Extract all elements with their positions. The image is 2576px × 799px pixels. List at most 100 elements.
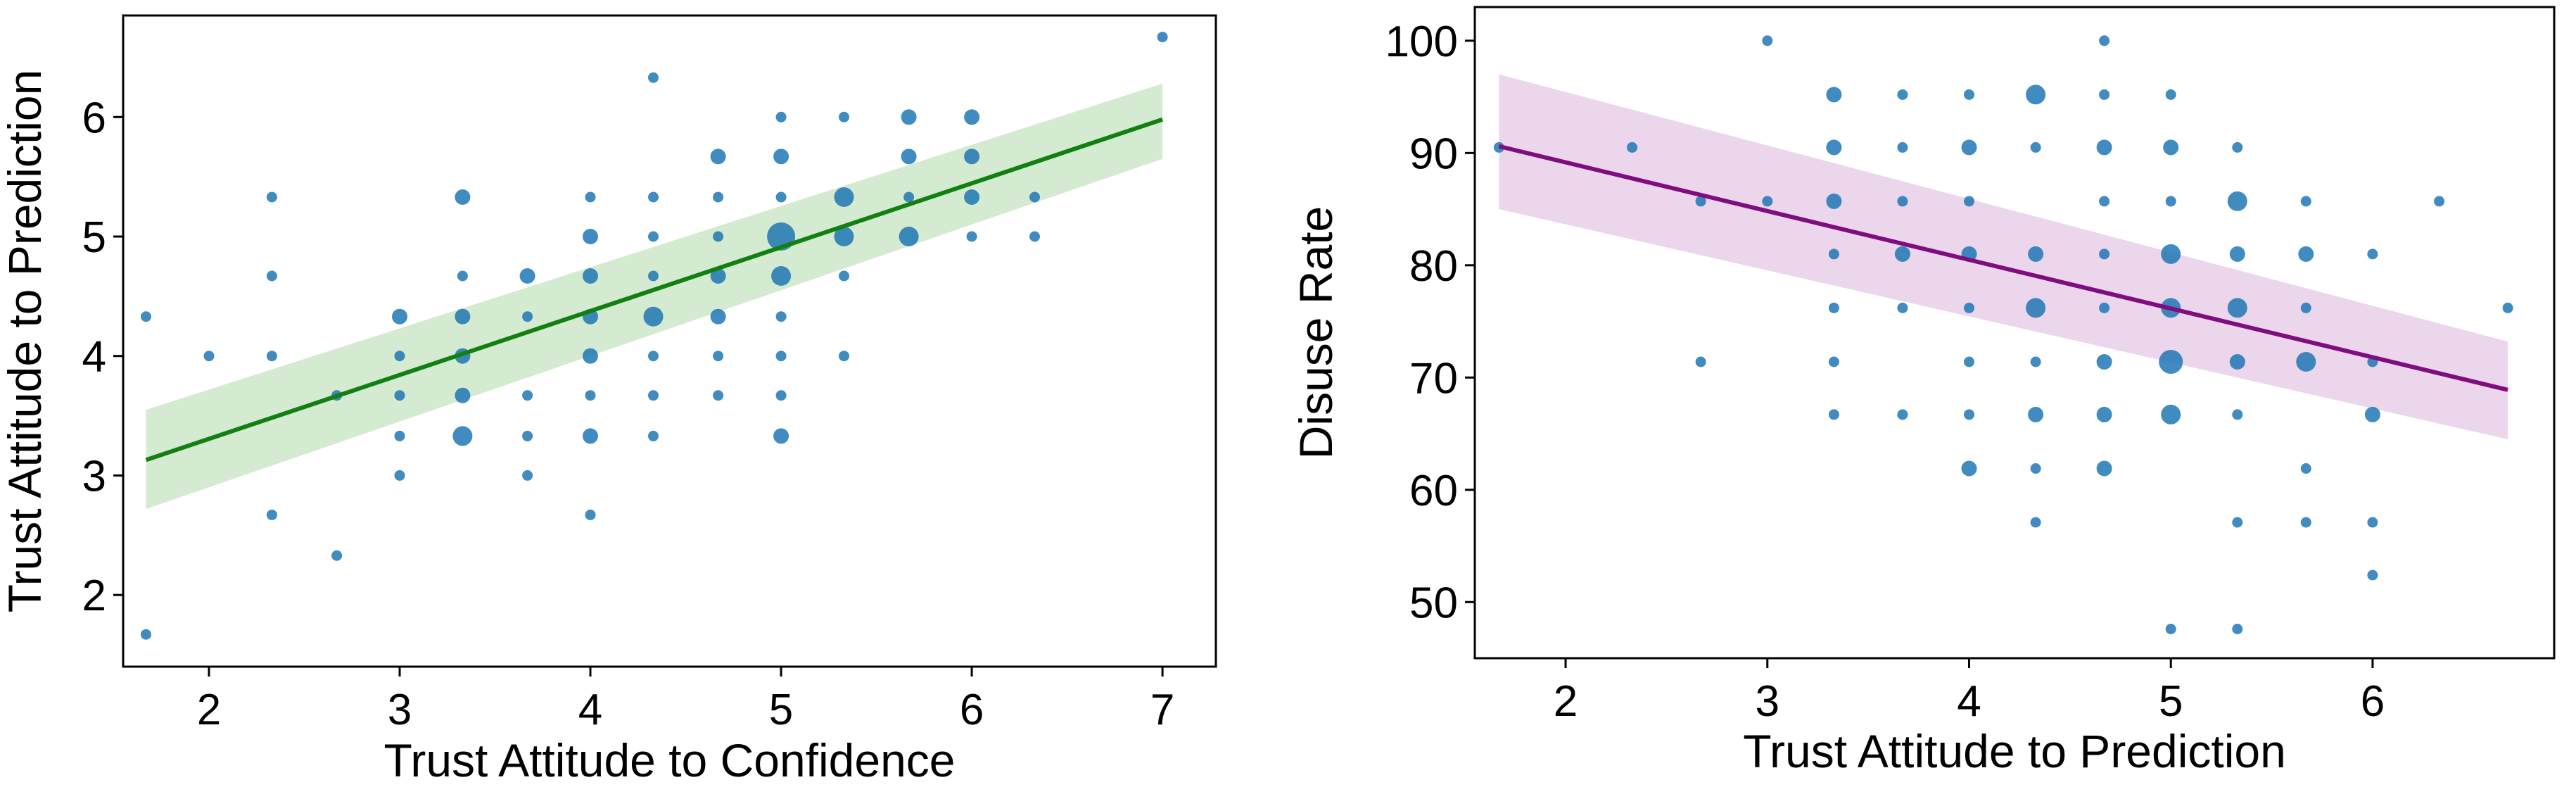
data-point [2030, 517, 2041, 528]
y-tick-label: 3 [82, 452, 106, 501]
x-axis-label: Trust Attitude to Confidence [383, 734, 955, 786]
data-point [2096, 460, 2112, 477]
data-point [2229, 354, 2245, 370]
data-point [1826, 193, 1842, 209]
data-point [775, 111, 787, 122]
data-point [2030, 356, 2041, 367]
data-point [775, 351, 787, 362]
y-tick-label: 80 [1409, 242, 1458, 291]
data-point [2232, 409, 2243, 420]
data-point [775, 390, 787, 401]
plot-frame [122, 14, 1217, 668]
data-point [1029, 231, 1040, 242]
x-tick-label: 3 [1756, 677, 1779, 726]
y-tick-label: 5 [82, 213, 106, 262]
data-point [713, 351, 724, 362]
data-point [394, 470, 405, 481]
data-point [648, 390, 659, 401]
data-point [2099, 35, 2110, 46]
data-point [1897, 409, 1908, 420]
data-point [522, 430, 533, 441]
data-point [1964, 196, 1974, 207]
data-point [2227, 191, 2247, 211]
data-point [775, 191, 787, 203]
data-point [585, 509, 596, 520]
data-point [522, 311, 533, 322]
data-point [903, 191, 915, 203]
data-point [2096, 354, 2112, 370]
data-point [839, 111, 849, 122]
data-point [2026, 84, 2046, 105]
data-point [2030, 463, 2041, 474]
data-point [2367, 517, 2378, 528]
data-point [710, 308, 726, 325]
data-point [648, 231, 659, 242]
data-point [452, 426, 473, 446]
data-point [266, 270, 277, 282]
data-point [773, 428, 789, 444]
data-point [2165, 196, 2176, 207]
data-point [1762, 196, 1773, 207]
data-point [648, 351, 659, 362]
data-point [522, 470, 533, 481]
data-point [966, 231, 977, 242]
data-point [1762, 35, 1773, 46]
data-point [141, 311, 151, 322]
data-point [2300, 463, 2311, 474]
data-point [2163, 139, 2179, 156]
x-axis-label: Trust Attitude to Prediction [1743, 725, 2286, 777]
data-point [1828, 409, 1839, 420]
y-tick-label: 2 [82, 572, 106, 620]
data-point [2161, 244, 2181, 264]
data-point [1964, 409, 1974, 420]
plot-frame [1473, 6, 2556, 660]
data-point [583, 229, 598, 244]
data-point [648, 191, 659, 203]
data-point [775, 311, 787, 322]
data-point [1964, 89, 1974, 100]
data-point [839, 351, 849, 362]
x-tick-label: 4 [578, 686, 602, 734]
data-point [2030, 141, 2041, 153]
data-point [773, 149, 789, 165]
data-point [1964, 356, 1974, 367]
data-point [1961, 460, 1977, 477]
data-point [203, 351, 215, 362]
y-tick-label: 100 [1385, 18, 1458, 66]
data-point [2502, 302, 2513, 313]
data-point [648, 72, 659, 83]
data-point [901, 149, 917, 165]
x-tick-label: 2 [197, 686, 221, 734]
data-point [2165, 89, 2176, 100]
x-tick-label: 7 [1150, 686, 1174, 734]
data-point [2232, 141, 2243, 153]
data-point [2296, 352, 2316, 372]
x-tick-label: 6 [960, 686, 984, 734]
data-point [2298, 246, 2314, 262]
y-axis-label: Trust Attitude to Prediction [0, 70, 51, 613]
x-tick-label: 3 [388, 686, 412, 734]
data-point [2096, 406, 2112, 422]
data-point [266, 351, 277, 362]
data-point [141, 629, 151, 640]
data-point [394, 430, 405, 441]
data-point [1627, 141, 1638, 153]
data-point [964, 149, 980, 165]
data-point [392, 308, 407, 325]
data-point [2099, 302, 2110, 313]
y-tick-label: 50 [1409, 579, 1458, 627]
data-point [1826, 139, 1842, 156]
data-point [2099, 89, 2110, 100]
data-point [583, 428, 598, 444]
data-point [1828, 356, 1839, 367]
data-point [834, 187, 854, 207]
data-point [2367, 570, 2378, 581]
data-point [964, 109, 980, 125]
data-point [2028, 406, 2044, 422]
data-point [1695, 356, 1706, 367]
data-point [2232, 517, 2243, 528]
x-tick-label: 5 [2159, 677, 2183, 726]
data-point [2300, 517, 2311, 528]
data-point [2026, 298, 2046, 318]
